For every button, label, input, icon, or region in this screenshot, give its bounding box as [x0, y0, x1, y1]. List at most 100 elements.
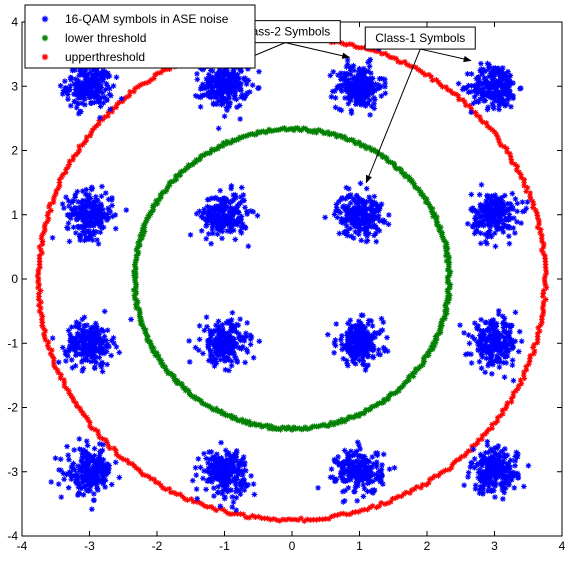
- qam-point: [227, 81, 234, 89]
- qam-point: [485, 220, 493, 228]
- qam-point: [83, 463, 91, 470]
- qam-point: [357, 461, 364, 468]
- qam-point: [364, 332, 371, 339]
- qam-point: [514, 200, 521, 207]
- qam-point: [375, 468, 383, 475]
- qam-point: [55, 466, 63, 474]
- qam-point: [380, 318, 387, 326]
- qam-point: [91, 464, 98, 472]
- qam-point: [355, 453, 363, 461]
- qam-point: [221, 84, 229, 92]
- qam-point: [104, 326, 112, 334]
- qam-point: [345, 193, 352, 200]
- legend-entry: 16-QAM symbols in ASE noise: [41, 12, 229, 26]
- qam-point: [91, 445, 98, 452]
- annotation-label: Class-1 Symbols: [375, 31, 465, 45]
- qam-point: [187, 231, 194, 239]
- qam-point: [101, 308, 109, 315]
- qam-point: [255, 337, 263, 345]
- qam-point: [112, 225, 120, 232]
- qam-point: [344, 56, 351, 64]
- qam-point: [495, 106, 503, 113]
- qam-point: [236, 216, 244, 223]
- qam-point: [197, 103, 204, 111]
- qam-point: [230, 474, 238, 482]
- qam-point: [216, 187, 224, 194]
- qam-point: [229, 309, 236, 317]
- qam-point: [73, 480, 81, 487]
- qam-point: [208, 358, 216, 366]
- qam-point: [231, 92, 238, 99]
- qam-point: [391, 464, 398, 472]
- qam-point: [511, 462, 519, 470]
- qam-point: [108, 481, 116, 488]
- qam-point: [484, 202, 491, 210]
- qam-point: [485, 343, 492, 350]
- qam-point: [100, 463, 108, 470]
- qam-point: [223, 106, 231, 114]
- qam-point: [479, 456, 487, 464]
- qam-point: [197, 464, 204, 471]
- qam-point: [329, 68, 337, 76]
- qam-point: [98, 360, 106, 367]
- qam-point: [347, 96, 355, 104]
- qam-point: [330, 349, 338, 357]
- qam-point: [338, 341, 346, 348]
- qam-point: [101, 93, 109, 101]
- qam-point: [202, 486, 210, 493]
- qam-point: [86, 88, 94, 95]
- qam-point: [237, 457, 245, 465]
- qam-point: [478, 364, 485, 372]
- qam-point: [92, 193, 100, 201]
- qam-point: [212, 202, 220, 210]
- qam-point: [196, 336, 203, 343]
- qam-point: [87, 202, 95, 210]
- qam-point: [478, 203, 486, 210]
- qam-point: [98, 224, 106, 232]
- qam-point: [350, 451, 358, 459]
- qam-point: [70, 472, 78, 479]
- qam-point: [90, 496, 98, 504]
- qam-point: [354, 75, 361, 83]
- qam-point: [362, 337, 369, 344]
- qam-point: [219, 97, 226, 104]
- annotation-label: Class-2 Symbols: [240, 25, 330, 39]
- qam-point: [480, 337, 488, 344]
- qam-point: [83, 198, 91, 205]
- qam-point: [368, 453, 376, 461]
- qam-point: [507, 72, 514, 79]
- qam-point: [491, 71, 499, 79]
- qam-point: [360, 481, 367, 489]
- qam-point: [370, 193, 378, 200]
- qam-point: [66, 330, 74, 338]
- y-tick-label: 3: [11, 79, 18, 93]
- x-tick-label: 1: [356, 539, 363, 553]
- qam-point: [118, 95, 125, 102]
- qam-point: [232, 354, 240, 362]
- qam-point: [501, 373, 508, 381]
- qam-point: [90, 490, 98, 498]
- qam-point: [359, 331, 367, 339]
- qam-point: [96, 114, 104, 121]
- qam-point: [193, 485, 200, 493]
- qam-point: [75, 110, 83, 118]
- qam-point: [109, 213, 116, 220]
- qam-point: [82, 190, 89, 198]
- qam-point: [505, 232, 513, 240]
- legend-marker: [41, 34, 49, 42]
- qam-point: [202, 235, 210, 243]
- qam-point: [68, 199, 76, 206]
- qam-point: [72, 351, 80, 359]
- qam-point: [66, 86, 73, 93]
- qam-point: [222, 447, 230, 454]
- x-tick-label: 0: [289, 539, 296, 553]
- qam-point: [350, 488, 358, 496]
- qam-point: [243, 319, 251, 327]
- qam-point: [94, 484, 101, 492]
- qam-point: [468, 70, 475, 78]
- qam-point: [364, 237, 371, 244]
- qam-point: [78, 367, 86, 375]
- qam-point: [344, 320, 352, 327]
- qam-point: [505, 340, 513, 348]
- qam-point: [509, 361, 516, 369]
